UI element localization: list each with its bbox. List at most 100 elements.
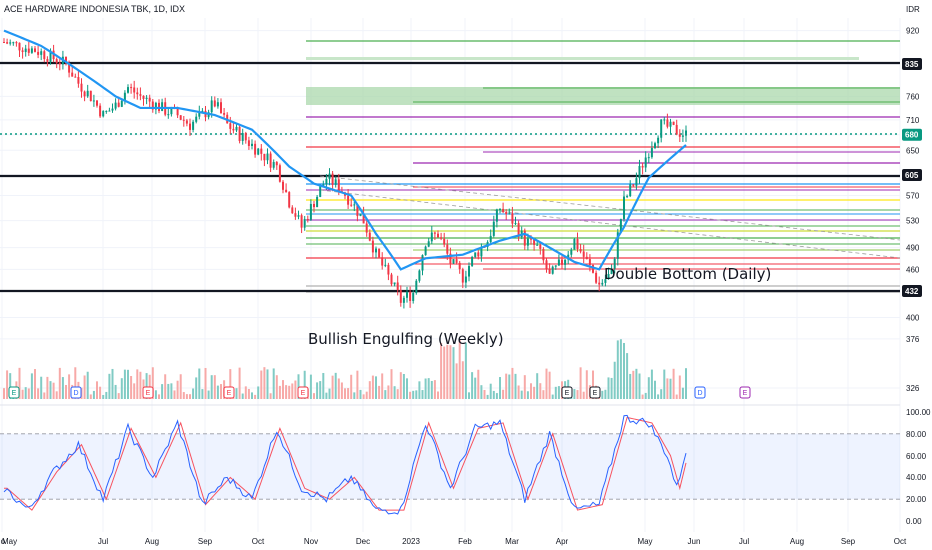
volume-bar [347, 388, 350, 399]
volume-bar [530, 383, 532, 399]
candle-body [55, 59, 58, 63]
candle-body [406, 292, 408, 298]
candle-body [632, 184, 635, 186]
time-tick: 2023 [402, 537, 420, 546]
volume-bar [464, 342, 467, 399]
ma-line [3, 29, 687, 271]
candle-body [685, 130, 687, 136]
candle-body [111, 108, 114, 111]
volume-bar [601, 390, 604, 399]
volume-bar [424, 378, 427, 399]
volume-bar [368, 381, 371, 399]
volume-bar [145, 373, 148, 399]
price-tick: 710 [906, 116, 920, 125]
volume-bar [474, 377, 477, 399]
volume-bar [635, 368, 638, 399]
volume-bar [263, 367, 266, 399]
candle-body [542, 248, 545, 261]
volume-bar [167, 383, 170, 399]
candle-body [499, 208, 501, 210]
price-tick: 530 [906, 217, 920, 226]
candle-body [387, 264, 390, 275]
candle-body [319, 186, 322, 197]
candle-body [526, 238, 529, 246]
candle-body [601, 282, 604, 285]
stoch-k-line [3, 414, 687, 515]
candle-body [595, 272, 598, 283]
volume-bar [130, 376, 133, 399]
price-tick: 376 [906, 335, 920, 344]
volume-bar [657, 394, 660, 399]
candle-body [399, 290, 402, 303]
volume-bar [663, 369, 666, 399]
volume-bar [644, 392, 647, 399]
time-tick: Jul [98, 537, 108, 546]
candle-body [464, 276, 467, 283]
candle-body [616, 232, 619, 259]
volume-bar [337, 378, 340, 399]
volume-bar [430, 380, 433, 399]
time-tick: Oct [894, 537, 907, 546]
currency-label: IDR [906, 5, 920, 14]
candle-body [598, 282, 601, 285]
volume-bar [316, 382, 319, 399]
candle-body [495, 209, 498, 222]
candle-body [179, 115, 182, 120]
volume-bar [678, 375, 681, 399]
price-tag-432 [902, 285, 922, 297]
volume-bar [120, 378, 123, 399]
candle-body [666, 119, 669, 127]
volume-bar [244, 386, 247, 399]
volume-bar [542, 390, 545, 399]
volume-bar [443, 346, 446, 399]
candle-body [641, 165, 644, 168]
volume-bar [632, 370, 635, 399]
volume-bar [52, 382, 55, 399]
volume-bar [269, 393, 272, 399]
candle-body [477, 252, 480, 257]
volume-bar [539, 383, 542, 399]
candle-body [71, 72, 74, 77]
volume-bar [43, 392, 46, 399]
volume-bar [229, 369, 232, 399]
volume-bar [514, 373, 517, 399]
candle-body [647, 157, 650, 159]
time-tick: No [0, 537, 6, 546]
volume-bar [685, 368, 687, 399]
time-axis[interactable]: May Jul Aug Sep Oct Nov Dec 2023 Feb Mar Apr May Jun… [0, 537, 907, 546]
candle-body [297, 215, 300, 217]
volume-bar [238, 367, 241, 399]
candle-body [247, 140, 250, 146]
volume-bar [288, 385, 291, 399]
price-tag-label: 605 [905, 171, 919, 180]
event-marker-8: E [739, 386, 751, 399]
price-tick: 490 [906, 244, 920, 253]
time-tick: Dec [356, 537, 370, 546]
volume-bar [545, 368, 548, 399]
candle-body [579, 249, 582, 252]
candle-body [102, 111, 105, 117]
volume-bar [455, 363, 458, 399]
candle-body [108, 110, 111, 112]
candle-body [551, 266, 554, 274]
candle-body [136, 92, 139, 95]
event-marker-box [8, 386, 20, 399]
volume-bar [40, 376, 43, 399]
time-tick: May [637, 537, 652, 546]
candle-body [548, 269, 551, 274]
volume-bar [139, 371, 142, 399]
candle-body [588, 259, 591, 266]
candle-body [229, 123, 232, 129]
volume-bar [303, 370, 306, 399]
candle-body [49, 50, 52, 62]
candle-body [291, 207, 294, 214]
price-axis[interactable]: 920 760 710 650 570 530 490 460 400 376 326 835 680 6… [902, 27, 931, 526]
volume-bar [592, 370, 594, 399]
volume-bar [235, 388, 238, 399]
candle-body [278, 165, 281, 182]
candle-body [675, 124, 678, 135]
volume-bar [427, 378, 430, 399]
candle-body [604, 279, 607, 283]
candle-body [328, 173, 331, 179]
